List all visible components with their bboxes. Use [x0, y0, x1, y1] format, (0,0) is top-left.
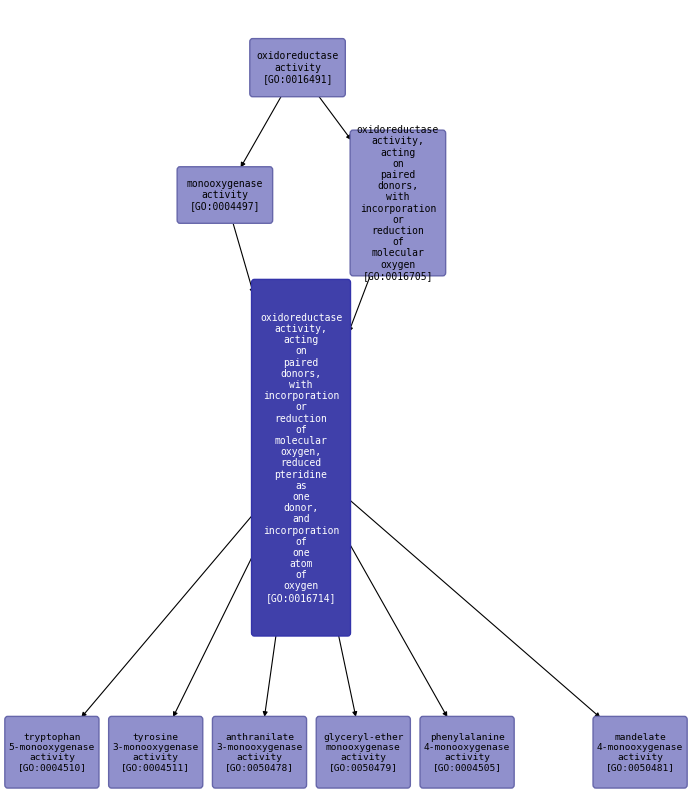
Text: tryptophan
5-monooxygenase
activity
[GO:0004510]: tryptophan 5-monooxygenase activity [GO:…	[9, 732, 95, 772]
FancyBboxPatch shape	[5, 716, 99, 788]
Text: anthranilate
3-monooxygenase
activity
[GO:0050478]: anthranilate 3-monooxygenase activity [G…	[217, 732, 302, 772]
Text: mandelate
4-monooxygenase
activity
[GO:0050481]: mandelate 4-monooxygenase activity [GO:0…	[597, 732, 683, 772]
FancyBboxPatch shape	[212, 716, 307, 788]
FancyBboxPatch shape	[593, 716, 687, 788]
Text: tyrosine
3-monooxygenase
activity
[GO:0004511]: tyrosine 3-monooxygenase activity [GO:00…	[113, 732, 199, 772]
FancyBboxPatch shape	[350, 130, 446, 276]
Text: phenylalanine
4-monooxygenase
activity
[GO:0004505]: phenylalanine 4-monooxygenase activity […	[424, 732, 510, 772]
FancyBboxPatch shape	[177, 167, 273, 223]
FancyBboxPatch shape	[316, 716, 410, 788]
FancyBboxPatch shape	[252, 279, 350, 636]
Text: oxidoreductase
activity,
acting
on
paired
donors,
with
incorporation
or
reductio: oxidoreductase activity, acting on paire…	[260, 313, 342, 603]
Text: monooxygenase
activity
[GO:0004497]: monooxygenase activity [GO:0004497]	[187, 179, 263, 211]
FancyBboxPatch shape	[109, 716, 203, 788]
FancyBboxPatch shape	[420, 716, 514, 788]
FancyBboxPatch shape	[250, 38, 345, 96]
Text: glyceryl-ether
monooxygenase
activity
[GO:0050479]: glyceryl-ether monooxygenase activity [G…	[323, 732, 403, 772]
Text: oxidoreductase
activity,
acting
on
paired
donors,
with
incorporation
or
reductio: oxidoreductase activity, acting on paire…	[357, 125, 439, 281]
Text: oxidoreductase
activity
[GO:0016491]: oxidoreductase activity [GO:0016491]	[257, 52, 338, 84]
